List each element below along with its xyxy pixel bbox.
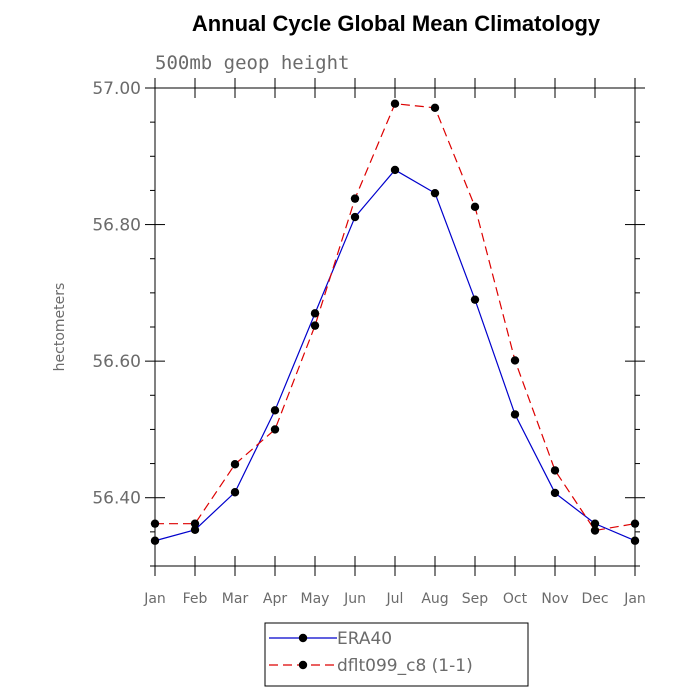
chart-subtitle: 500mb geop height [155,52,349,74]
y-tick-label: 56.60 [92,352,141,372]
series-1-point [230,488,240,497]
x-tick-label: Jan [143,591,166,607]
y-tick-label: 56.40 [92,489,141,509]
x-tick-label: May [301,591,330,607]
x-tick-label: Feb [183,591,208,607]
series-1-point [470,295,480,304]
series-2-point [150,519,160,528]
series-1-point [430,188,440,198]
series-2-point [510,356,520,365]
x-tick-label: Apr [263,591,287,607]
x-tick-label: Jan [623,591,646,607]
series-2-point [550,466,560,475]
series-2-point [630,519,640,528]
series-2-point [190,519,200,528]
legend-box [264,622,529,687]
x-tick-label: Aug [421,591,448,607]
series-1-point [310,309,320,318]
series-2-point [310,321,320,330]
legend: ERA40 dflt099_c8 (1-1) [264,622,529,687]
series-2-point [350,194,360,203]
x-ticks: Jan Feb Mar Apr May Jun Jul Aug Sep Oct Nov Dec Jan [143,78,646,607]
legend-label-2: dflt099_c8 (1-1) [337,656,473,676]
series-1-point [270,406,280,415]
y-tick-label: 56.80 [92,216,141,236]
series-1-point [510,410,520,419]
series-line-1 [154,169,636,542]
series-1-point [590,519,600,528]
x-tick-label: Nov [541,591,568,607]
y-axis-label: hectometers [52,283,68,372]
legend-marker-1 [298,633,308,643]
series-2-point [470,202,480,212]
series-2-point [270,425,280,434]
series-2-point [590,526,600,535]
series-2-point [230,460,240,469]
x-tick-label: Oct [503,591,528,607]
legend-marker-2 [298,660,308,670]
series-1-point [350,212,360,222]
y-ticks: 56.40 56.60 56.80 57.00 [92,79,645,567]
series-1-point [630,536,640,545]
series-2-point [430,103,440,113]
y-tick-label: 57.00 [92,79,141,99]
legend-label-1: ERA40 [337,629,392,649]
legend-items: ERA40 dflt099_c8 (1-1) [269,629,473,676]
series-2-point [390,99,400,108]
series-1-point [550,488,560,498]
x-tick-label: Sep [462,591,489,607]
chart-title: Annual Cycle Global Mean Climatology [192,11,601,36]
series-1-point [150,536,160,545]
series-1-point [390,165,400,175]
x-tick-label: Jul [386,591,404,607]
plot-frame [154,87,636,567]
series [150,99,640,545]
x-tick-label: Dec [581,591,608,607]
x-tick-label: Mar [222,591,249,607]
series-1-point [190,525,200,535]
x-tick-label: Jun [343,591,366,607]
